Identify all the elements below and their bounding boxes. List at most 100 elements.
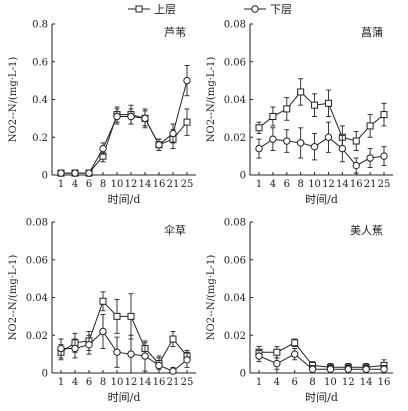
data-point [308,365,317,373]
data-point [85,169,93,177]
y-tick-label: 0.08 [26,218,48,229]
chart-panel-2: 00.020.040.060.081 4 6 8 10 12 14 16 21 25时间/dNO2… [206,20,393,206]
data-point [255,352,263,360]
x-tick-label: 10 [308,179,321,190]
x-tick-label: 1 [256,179,262,190]
legend: 上层 下层 [128,3,292,16]
data-point [183,356,191,364]
data-point [113,348,121,356]
x-tick-label: 1 [256,377,262,388]
x-tick-label: 6 [284,179,290,190]
x-tick-label: 12 [125,179,138,190]
data-point [269,135,277,143]
x-tick-label: 10 [324,377,337,388]
data-point [352,161,360,170]
x-tick-label: 12 [322,179,335,190]
x-tick-label: 8 [297,179,303,190]
x-tick-label: 21 [167,179,180,190]
data-point [326,365,335,373]
data-point [311,101,319,109]
data-point [296,139,305,147]
panel-title: 伞草 [164,223,186,237]
data-point [141,352,149,360]
series-upper [57,104,191,177]
y-tick-label: 0.6 [32,57,48,68]
x-tick-label: 4 [274,377,280,388]
data-point [324,99,332,107]
data-point [99,144,107,153]
x-tick-label: 8 [100,179,106,190]
x-tick-label: 8 [309,377,315,388]
x-tick-label: 10 [111,179,124,190]
y-tick-label: 0.06 [224,255,246,266]
data-point [291,339,299,347]
x-axis-label: 时间/d [108,391,141,404]
x-tick-label: 8 [100,377,106,388]
x-axis-label: 时间/d [108,193,141,206]
x-tick-label: 10 [111,377,124,388]
x-tick-label: 1 [58,377,64,388]
x-tick-label: 14 [360,377,373,388]
series-line [60,300,188,365]
x-axis-label: 时间/d [305,193,338,206]
data-point [269,112,277,120]
data-point [169,129,177,138]
y-tick-label: 0.06 [224,57,246,68]
data-point [155,141,163,149]
series-lower [255,348,388,374]
data-point [366,122,374,130]
y-tick-label: 0 [42,171,48,182]
series-lower [255,121,388,174]
x-tick-label: 25 [181,179,194,190]
series-lower [57,314,191,375]
data-point [183,76,191,85]
y-axis-label: NO2--N/(mg·L-1) [206,255,217,341]
x-tick-label: 6 [86,377,92,388]
x-tick-label: 25 [181,377,194,388]
x-tick-label: 16 [153,179,166,190]
series-line [61,330,188,372]
x-tick-label: 16 [153,377,166,388]
series-upper [255,78,388,151]
y-tick-label: 0.04 [26,293,48,304]
data-point [99,297,107,305]
data-point [297,88,305,96]
x-tick-label: 21 [364,179,377,190]
x-tick-label: 14 [336,179,349,190]
y-tick-label: 0.02 [26,331,48,342]
series-line [258,91,385,142]
data-point [255,124,263,132]
y-tick-label: 0.06 [26,255,48,266]
data-point [344,365,352,373]
data-point [71,344,79,353]
data-point [113,112,121,121]
data-point [57,344,65,353]
legend-lower-label: 下层 [270,3,292,16]
y-tick-label: 0 [240,171,246,182]
y-tick-label: 0.02 [224,331,246,342]
data-point [362,365,370,373]
x-tick-label: 1 [58,179,64,190]
x-axis-label: 时间/d [305,391,338,404]
series-line [61,114,188,174]
data-point [283,105,291,113]
x-tick-label: 6 [292,377,298,388]
series-line [258,136,385,167]
y-tick-label: 0.08 [224,218,246,229]
data-point [352,137,360,145]
series-upper [57,291,191,370]
data-point [183,118,191,126]
data-point [380,152,388,160]
data-point [380,365,388,373]
x-tick-label: 14 [139,377,152,388]
data-point [273,359,281,368]
data-point [127,112,135,121]
chart-panel-4: 00.020.040.060.081 4 6 8 10 12 14 16时间/dNO2--N/… [206,218,393,404]
data-point [99,327,107,336]
data-point [127,350,135,358]
data-point [57,169,65,177]
x-tick-label: 25 [378,179,391,190]
x-tick-label: 21 [167,377,180,388]
x-tick-label: 6 [86,179,92,190]
